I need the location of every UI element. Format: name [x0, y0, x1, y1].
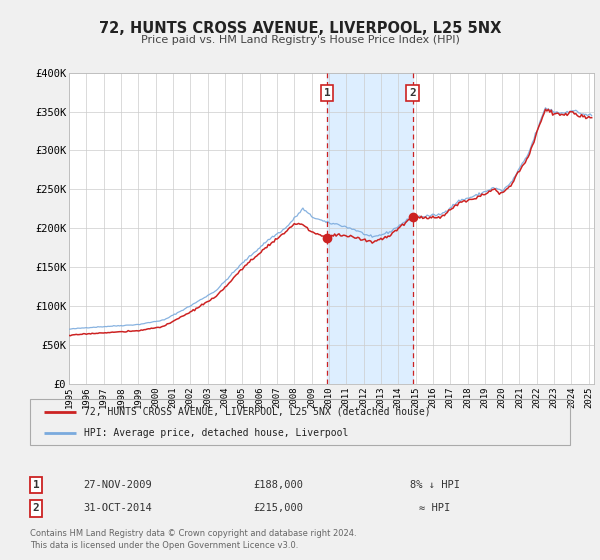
Text: 1: 1 — [324, 88, 331, 98]
Bar — [327, 73, 413, 384]
Text: 72, HUNTS CROSS AVENUE, LIVERPOOL, L25 5NX: 72, HUNTS CROSS AVENUE, LIVERPOOL, L25 5… — [99, 21, 501, 36]
Text: Contains HM Land Registry data © Crown copyright and database right 2024.: Contains HM Land Registry data © Crown c… — [30, 530, 356, 539]
Text: 2: 2 — [32, 503, 40, 514]
Text: 72, HUNTS CROSS AVENUE, LIVERPOOL, L25 5NX (detached house): 72, HUNTS CROSS AVENUE, LIVERPOOL, L25 5… — [84, 407, 431, 417]
Text: £188,000: £188,000 — [253, 480, 303, 490]
Text: 1: 1 — [32, 480, 40, 490]
Text: 2: 2 — [409, 88, 416, 98]
Text: HPI: Average price, detached house, Liverpool: HPI: Average price, detached house, Live… — [84, 428, 349, 438]
Text: ≈ HPI: ≈ HPI — [419, 503, 451, 514]
Text: Price paid vs. HM Land Registry's House Price Index (HPI): Price paid vs. HM Land Registry's House … — [140, 35, 460, 45]
Text: This data is licensed under the Open Government Licence v3.0.: This data is licensed under the Open Gov… — [30, 541, 298, 550]
Text: 8% ↓ HPI: 8% ↓ HPI — [410, 480, 460, 490]
Text: 27-NOV-2009: 27-NOV-2009 — [83, 480, 152, 490]
Text: 31-OCT-2014: 31-OCT-2014 — [83, 503, 152, 514]
Text: £215,000: £215,000 — [253, 503, 303, 514]
